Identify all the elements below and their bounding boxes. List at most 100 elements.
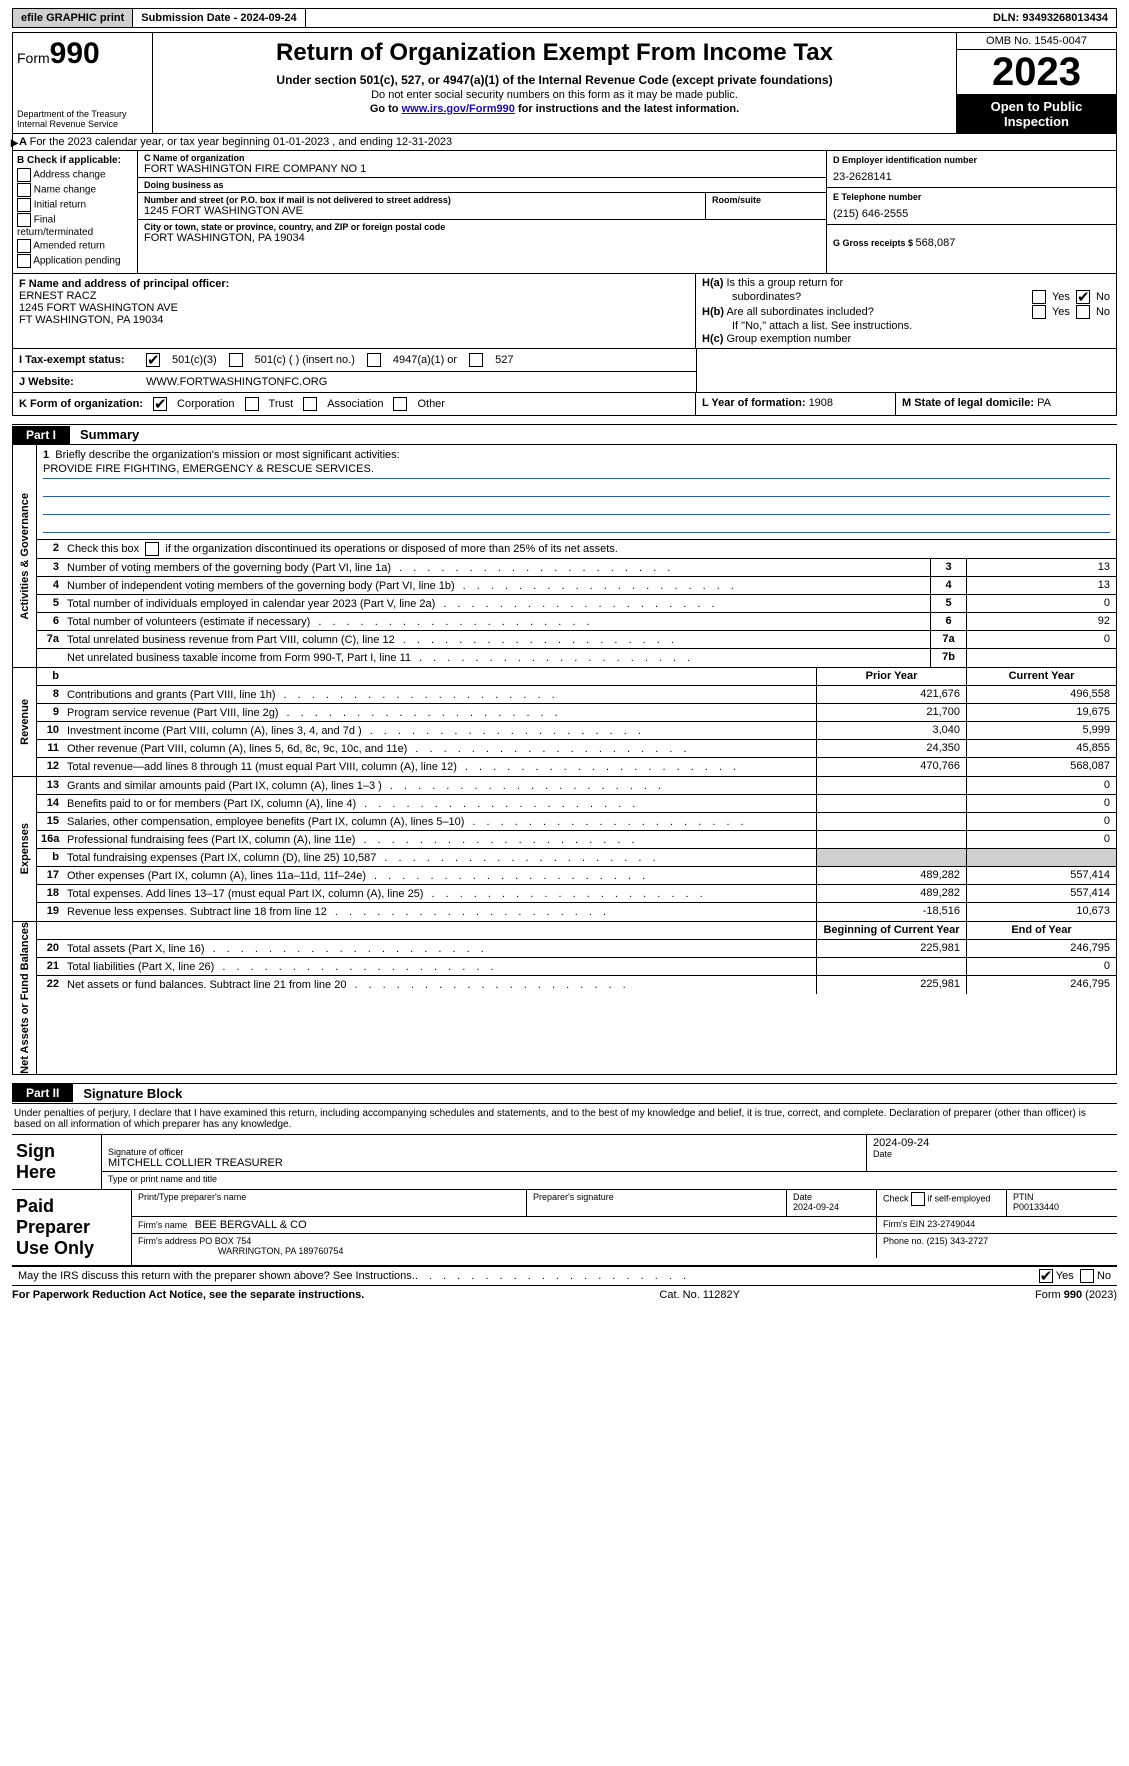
- sign-here-block: Sign Here Signature of officer MITCHELL …: [12, 1135, 1117, 1190]
- dept-treasury: Department of the Treasury Internal Reve…: [17, 109, 148, 129]
- chk-501c3[interactable]: [146, 353, 160, 367]
- page-footer: For Paperwork Reduction Act Notice, see …: [12, 1286, 1117, 1301]
- subtitle-3: Go to www.irs.gov/Form990 for instructio…: [161, 103, 948, 115]
- summary-row: bTotal fundraising expenses (Part IX, co…: [37, 849, 1116, 867]
- summary-row: 5Total number of individuals employed in…: [37, 595, 1116, 613]
- chk-discuss-yes[interactable]: [1039, 1269, 1053, 1283]
- firm-ein: 23-2749044: [927, 1219, 975, 1229]
- chk-ha-no[interactable]: [1076, 290, 1090, 304]
- firm-phone: (215) 343-2727: [927, 1236, 989, 1246]
- box-f-officer: F Name and address of principal officer:…: [13, 274, 696, 348]
- vlabel-activities: Activities & Governance: [19, 493, 31, 620]
- summary-row: 16aProfessional fundraising fees (Part I…: [37, 831, 1116, 849]
- summary-row: 12Total revenue—add lines 8 through 11 (…: [37, 758, 1116, 776]
- summary-row: 21Total liabilities (Part X, line 26). .…: [37, 958, 1116, 976]
- telephone: (215) 646-2555: [833, 202, 1110, 220]
- section-expenses: Expenses 13Grants and similar amounts pa…: [12, 777, 1117, 922]
- street-address: 1245 FORT WASHINGTON AVE: [144, 205, 699, 217]
- vlabel-net-assets: Net Assets or Fund Balances: [19, 922, 31, 1074]
- chk-name-change[interactable]: [17, 183, 31, 197]
- summary-row: 17Other expenses (Part IX, column (A), l…: [37, 867, 1116, 885]
- subtitle-2: Do not enter social security numbers on …: [161, 89, 948, 101]
- chk-4947[interactable]: [367, 353, 381, 367]
- summary-row: 3Number of voting members of the governi…: [37, 559, 1116, 577]
- summary-row: 9Program service revenue (Part VIII, lin…: [37, 704, 1116, 722]
- summary-row: 19Revenue less expenses. Subtract line 1…: [37, 903, 1116, 921]
- summary-row: 4Number of independent voting members of…: [37, 577, 1116, 595]
- summary-row: 11Other revenue (Part VIII, column (A), …: [37, 740, 1116, 758]
- website: WWW.FORTWASHINGTONFC.ORG: [146, 376, 327, 388]
- dln: DLN: 93493268013434: [985, 9, 1116, 27]
- paid-preparer-block: Paid Preparer Use Only Print/Type prepar…: [12, 1190, 1117, 1266]
- chk-527[interactable]: [469, 353, 483, 367]
- chk-final-return[interactable]: [17, 213, 31, 227]
- chk-discuss-no[interactable]: [1080, 1269, 1094, 1283]
- chk-initial-return[interactable]: [17, 198, 31, 212]
- summary-row: 14Benefits paid to or for members (Part …: [37, 795, 1116, 813]
- summary-row: 10Investment income (Part VIII, column (…: [37, 722, 1116, 740]
- open-to-public: Open to Public Inspection: [957, 95, 1116, 133]
- year-formation: 1908: [809, 397, 833, 409]
- discuss-with-preparer: May the IRS discuss this return with the…: [12, 1266, 1117, 1286]
- submission-date: Submission Date - 2024-09-24: [133, 9, 305, 27]
- firm-addr2: WARRINGTON, PA 189760754: [138, 1246, 343, 1256]
- form-number: Form990: [17, 37, 148, 71]
- summary-row: 22Net assets or fund balances. Subtract …: [37, 976, 1116, 994]
- chk-self-employed[interactable]: [911, 1192, 925, 1206]
- form-header: Form990 Department of the Treasury Inter…: [12, 32, 1117, 134]
- vlabel-revenue: Revenue: [19, 699, 31, 745]
- section-revenue: Revenue b Prior Year Current Year 8Contr…: [12, 668, 1117, 777]
- chk-corp[interactable]: [153, 397, 167, 411]
- box-h: H(a) Is this a group return for subordin…: [696, 274, 1116, 348]
- form-title: Return of Organization Exempt From Incom…: [161, 39, 948, 67]
- ein: 23-2628141: [833, 165, 1110, 183]
- summary-row: 18Total expenses. Add lines 13–17 (must …: [37, 885, 1116, 903]
- summary-row: 15Salaries, other compensation, employee…: [37, 813, 1116, 831]
- summary-row: 8Contributions and grants (Part VIII, li…: [37, 686, 1116, 704]
- chk-501c[interactable]: [229, 353, 243, 367]
- arrow-icon: ▸: [11, 134, 18, 151]
- section-net-assets: Net Assets or Fund Balances Beginning of…: [12, 922, 1117, 1075]
- box-c: C Name of organization FORT WASHINGTON F…: [138, 151, 826, 273]
- chk-app-pending[interactable]: [17, 254, 31, 268]
- line-a-tax-year: ▸ A For the 2023 calendar year, or tax y…: [12, 134, 1117, 151]
- officer-name: MITCHELL COLLIER TREASURER: [108, 1157, 860, 1169]
- chk-amended[interactable]: [17, 239, 31, 253]
- city-state-zip: FORT WASHINGTON, PA 19034: [144, 232, 820, 244]
- firm-addr1: PO BOX 754: [199, 1236, 251, 1246]
- summary-row: 6Total number of volunteers (estimate if…: [37, 613, 1116, 631]
- omb-number: OMB No. 1545-0047: [957, 33, 1116, 50]
- entity-info-grid: B Check if applicable: Address change Na…: [12, 151, 1117, 274]
- tax-year: 2023: [957, 50, 1116, 95]
- part-2-header: Part II Signature Block: [12, 1083, 1117, 1104]
- vlabel-expenses: Expenses: [19, 823, 31, 874]
- section-activities-governance: Activities & Governance 1 Briefly descri…: [12, 445, 1117, 668]
- summary-row: 7aTotal unrelated business revenue from …: [37, 631, 1116, 649]
- chk-hb-no[interactable]: [1076, 305, 1090, 319]
- gross-receipts: 568,087: [916, 237, 956, 249]
- chk-trust[interactable]: [245, 397, 259, 411]
- summary-row: Net unrelated business taxable income fr…: [37, 649, 1116, 667]
- toolbar: efile GRAPHIC print Submission Date - 20…: [12, 8, 1117, 28]
- chk-discontinued[interactable]: [145, 542, 159, 556]
- box-b: B Check if applicable: Address change Na…: [13, 151, 138, 273]
- sig-date: 2024-09-24: [873, 1137, 1111, 1149]
- irs-link[interactable]: www.irs.gov/Form990: [402, 103, 515, 115]
- efile-print-button[interactable]: efile GRAPHIC print: [13, 9, 133, 27]
- prep-date: 2024-09-24: [793, 1202, 870, 1212]
- summary-row: 20Total assets (Part X, line 16). . . . …: [37, 940, 1116, 958]
- org-name: FORT WASHINGTON FIRE COMPANY NO 1: [144, 163, 820, 175]
- chk-hb-yes[interactable]: [1032, 305, 1046, 319]
- signature-declaration: Under penalties of perjury, I declare th…: [12, 1104, 1117, 1135]
- chk-address-change[interactable]: [17, 168, 31, 182]
- box-d-e-g: D Employer identification number 23-2628…: [826, 151, 1116, 273]
- state-domicile: PA: [1037, 397, 1051, 409]
- part-1-header: Part I Summary: [12, 424, 1117, 445]
- firm-name: BEE BERGVALL & CO: [195, 1219, 307, 1231]
- subtitle-1: Under section 501(c), 527, or 4947(a)(1)…: [161, 73, 948, 87]
- chk-ha-yes[interactable]: [1032, 290, 1046, 304]
- ptin: P00133440: [1013, 1202, 1111, 1212]
- mission-text: PROVIDE FIRE FIGHTING, EMERGENCY & RESCU…: [43, 463, 1110, 479]
- chk-assoc[interactable]: [303, 397, 317, 411]
- chk-other[interactable]: [393, 397, 407, 411]
